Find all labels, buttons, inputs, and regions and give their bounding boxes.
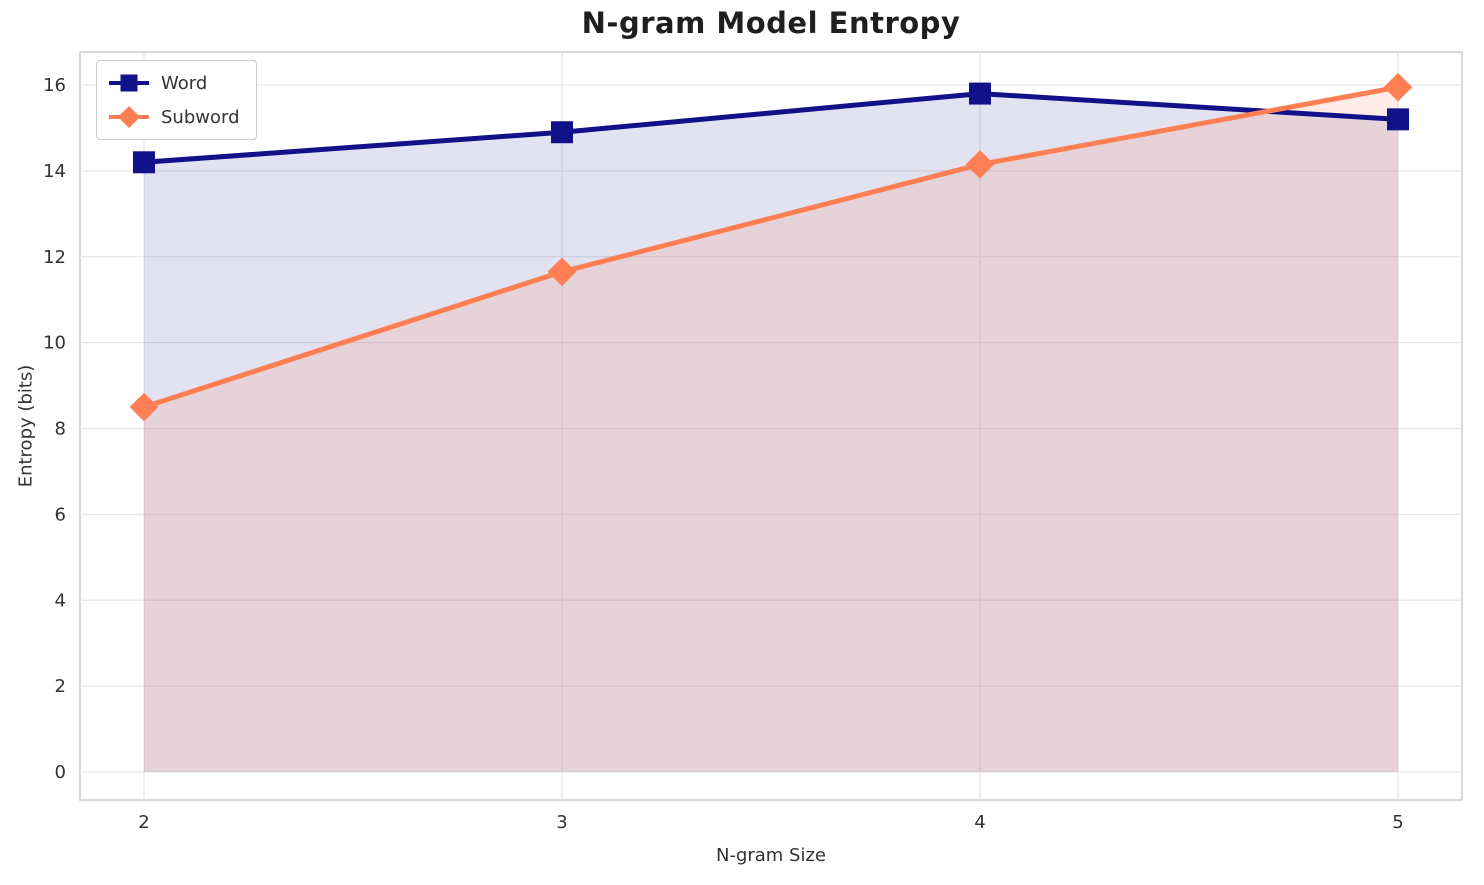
legend-item: Word: [107, 70, 240, 96]
marker-subword: [129, 392, 159, 422]
marker-subword: [965, 150, 995, 179]
x-tick-label: 4: [974, 812, 985, 833]
y-tick-label: 6: [55, 504, 66, 525]
legend: Word Subword: [96, 60, 257, 140]
marker-word: [551, 121, 573, 144]
x-tick-label: 3: [556, 812, 567, 833]
chart-title: N-gram Model Entropy: [581, 6, 961, 40]
legend-label: Subword: [161, 106, 240, 128]
legend-word-marker-icon: [109, 74, 149, 92]
y-tick-label: 14: [43, 161, 66, 182]
x-tick-label: 2: [138, 812, 149, 833]
legend-label: Word: [161, 72, 208, 94]
legend-marker: [117, 105, 141, 129]
area-word: [144, 93, 1398, 772]
line-subword: [141, 84, 1401, 410]
x-axis-label: N-gram Size: [715, 845, 827, 866]
marker-word: [133, 151, 155, 174]
y-axis-label: Entropy (bits): [15, 364, 37, 488]
marker-word: [1387, 108, 1409, 131]
y-tick-label: 10: [43, 333, 66, 354]
x-tick-label: 5: [1392, 812, 1403, 833]
y-tick-label: 16: [43, 75, 66, 96]
area-subword: [144, 87, 1398, 773]
legend-subword-marker-icon: [109, 105, 149, 129]
y-tick-label: 8: [55, 419, 66, 440]
marker-subword: [1383, 72, 1413, 102]
line-word: [141, 91, 1401, 165]
marker-subword: [547, 257, 577, 287]
y-tick-label: 0: [55, 762, 66, 783]
plot-background: [79, 51, 1463, 801]
y-tick-label: 2: [55, 676, 66, 697]
legend-marker: [120, 74, 138, 92]
marker-word: [969, 82, 991, 105]
y-tick-label: 4: [55, 590, 66, 611]
legend-item: Subword: [107, 104, 240, 130]
y-tick-label: 12: [43, 247, 66, 268]
